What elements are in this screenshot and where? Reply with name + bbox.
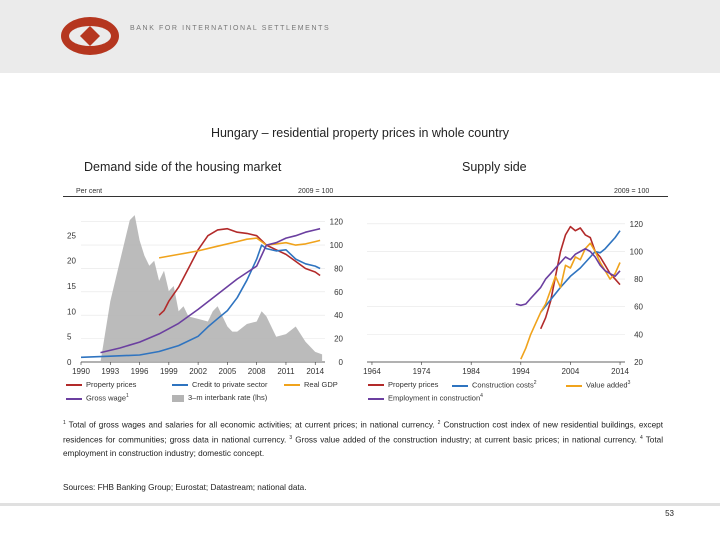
chart-title: Hungary – residential property prices in… (210, 126, 510, 140)
demand-side-chart: 0 20 40 60 80 100 120 0 5 10 15 20 25 1990 1993 1996 199… (67, 210, 344, 376)
y-right-tick-label: 20 (634, 358, 643, 367)
y-left-tick-label: 5 (67, 333, 72, 342)
y-left-tick-label: 15 (67, 282, 76, 291)
x-tick-label: 1990 (72, 367, 90, 376)
series-line-gross-wage (100, 227, 321, 354)
y-right-tick-label: 0 (339, 358, 344, 367)
y-left-tick-label: 25 (67, 231, 76, 240)
y-right-tick-label: 120 (330, 218, 344, 227)
supply-side-chart: 20 40 60 80 100 120 1964 1974 1984 1994 2004 2014 (363, 210, 644, 376)
y-right-tick-label: 40 (334, 311, 343, 320)
legend-item-value-added: Value added3 (566, 380, 630, 390)
right-panel-subtitle: Supply side (462, 160, 527, 174)
bank-name: BANK FOR INTERNATIONAL SETTLEMENTS (130, 25, 331, 32)
right-unit-label: 2009 = 100 (614, 188, 650, 195)
y-right-tick-label: 100 (630, 247, 644, 256)
x-tick-label: 2014 (306, 367, 324, 376)
x-tick-label: 1974 (413, 367, 431, 376)
x-tick-label: 1964 (363, 367, 381, 376)
x-tick-label: 2011 (277, 367, 295, 376)
sources-note: Sources: FHB Banking Group; Eurostat; Da… (63, 483, 307, 492)
x-tick-label: 2014 (611, 367, 629, 376)
x-tick-label: 2004 (562, 367, 580, 376)
page-number: 53 (665, 509, 674, 518)
legend-item-gdp: Real GDP (284, 380, 338, 389)
y-right-tick-label: 40 (634, 330, 643, 339)
y-right-tick-label: 100 (330, 241, 344, 250)
y-left-tick-label: 20 (67, 257, 76, 266)
y-right-tick-label: 80 (634, 275, 643, 284)
y-right-tick-label: 60 (334, 288, 343, 297)
header-divider (63, 196, 668, 197)
series-line-real-gdp (158, 237, 321, 259)
series-line-property-prices (539, 225, 621, 330)
legend-left: Property prices Credit to private sector… (66, 380, 356, 406)
y-right-tick-label: 20 (334, 335, 343, 344)
x-tick-label: 1994 (512, 367, 530, 376)
series-line-credit-to-private-sector (80, 244, 321, 359)
x-tick-label: 2002 (189, 367, 207, 376)
footer-rule (0, 503, 720, 506)
footnotes: 1 Total of gross wages and salaries for … (63, 420, 664, 459)
bis-logo (61, 17, 119, 55)
header-bar: BANK FOR INTERNATIONAL SETTLEMENTS (0, 0, 720, 73)
series-line-employment-in-construction (515, 247, 621, 307)
x-tick-label: 1999 (160, 367, 178, 376)
y-right-tick-label: 120 (630, 220, 644, 229)
x-tick-label: 1984 (462, 367, 480, 376)
legend-right: Property prices Construction costs2 Valu… (368, 380, 668, 406)
legend-item-property: Property prices (66, 380, 136, 389)
legend-item-wage: Gross wage1 (66, 393, 129, 403)
left-unit-label: Per cent (76, 188, 103, 195)
x-tick-label: 1993 (101, 367, 119, 376)
x-tick-label: 2008 (248, 367, 266, 376)
x-tick-label: 1996 (131, 367, 149, 376)
y-left-tick-label: 0 (67, 358, 72, 367)
legend-item-property-r: Property prices (368, 380, 438, 389)
y-left-tick-label: 10 (67, 307, 76, 316)
y-right-tick-label: 80 (334, 264, 343, 273)
plot-area (367, 210, 625, 362)
left-panel-subtitle: Demand side of the housing market (84, 160, 282, 174)
legend-item-employment: Employment in construction4 (368, 393, 483, 403)
legend-item-credit: Credit to private sector (172, 380, 267, 389)
left-right-unit-label: 2009 = 100 (298, 188, 334, 195)
series-area-3-m-interbank-rate-lhs- (81, 215, 323, 362)
legend-item-construction-costs: Construction costs2 (452, 380, 536, 390)
series-line-property-prices (158, 227, 321, 316)
y-right-tick-label: 60 (634, 303, 643, 312)
legend-item-interbank: 3–m interbank rate (lhs) (172, 393, 267, 402)
x-tick-label: 2005 (219, 367, 237, 376)
